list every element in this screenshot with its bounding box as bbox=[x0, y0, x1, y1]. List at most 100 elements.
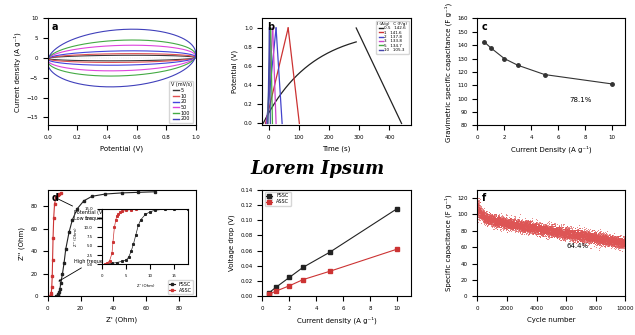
Point bbox=[613, 241, 623, 246]
Point bbox=[594, 233, 604, 239]
Point bbox=[552, 228, 563, 234]
Point bbox=[572, 224, 582, 229]
Point bbox=[580, 236, 591, 242]
Point bbox=[488, 215, 498, 220]
Point bbox=[493, 218, 503, 224]
Point bbox=[489, 218, 499, 223]
Point bbox=[556, 229, 566, 234]
Point bbox=[538, 233, 548, 239]
Point bbox=[575, 237, 585, 242]
Point bbox=[582, 236, 592, 242]
Point bbox=[491, 219, 502, 224]
Point bbox=[524, 224, 534, 229]
Point bbox=[592, 241, 602, 247]
Point bbox=[537, 233, 547, 239]
Point bbox=[581, 227, 591, 232]
Point bbox=[598, 235, 608, 241]
Point bbox=[518, 229, 528, 234]
Point bbox=[504, 219, 514, 224]
Point bbox=[519, 226, 529, 232]
Point bbox=[533, 227, 543, 233]
Point bbox=[488, 212, 498, 217]
Point bbox=[610, 241, 620, 246]
Point bbox=[564, 228, 574, 233]
Point bbox=[610, 238, 620, 243]
Point bbox=[502, 222, 512, 228]
Point bbox=[559, 227, 570, 232]
Point bbox=[516, 225, 526, 230]
Point bbox=[606, 235, 616, 240]
Point bbox=[535, 228, 545, 233]
Point bbox=[573, 233, 583, 238]
Point bbox=[576, 235, 586, 240]
Point bbox=[596, 231, 606, 237]
Point bbox=[500, 222, 511, 227]
Point bbox=[530, 220, 540, 225]
Point bbox=[572, 234, 582, 240]
Point bbox=[527, 224, 537, 229]
Point bbox=[594, 236, 604, 241]
Point bbox=[523, 226, 533, 231]
Point bbox=[584, 233, 594, 238]
Point bbox=[481, 215, 491, 220]
Point bbox=[479, 213, 489, 218]
Point bbox=[557, 233, 567, 238]
Point bbox=[534, 219, 544, 224]
Point bbox=[512, 220, 522, 226]
Point bbox=[521, 218, 531, 223]
Point bbox=[531, 226, 542, 231]
Point bbox=[617, 240, 627, 245]
Point bbox=[597, 237, 607, 242]
Point bbox=[493, 218, 503, 223]
Point bbox=[565, 227, 575, 232]
Point bbox=[590, 233, 600, 239]
Point bbox=[533, 225, 544, 230]
Point bbox=[553, 228, 563, 233]
Point bbox=[564, 226, 574, 232]
Point bbox=[574, 229, 584, 235]
Point bbox=[521, 221, 531, 226]
Point bbox=[479, 219, 489, 224]
Point bbox=[605, 238, 615, 243]
Point bbox=[552, 229, 563, 234]
Point bbox=[483, 220, 493, 225]
Point bbox=[496, 219, 506, 225]
ASSC bbox=[54, 193, 62, 197]
Point bbox=[480, 217, 490, 223]
Point bbox=[562, 233, 572, 239]
Point bbox=[542, 230, 552, 236]
Point bbox=[502, 221, 512, 226]
Point bbox=[587, 238, 598, 243]
Point bbox=[591, 236, 601, 241]
Point bbox=[493, 219, 503, 224]
Point bbox=[603, 237, 613, 242]
Point bbox=[496, 221, 506, 226]
Point bbox=[526, 222, 537, 228]
Point bbox=[482, 217, 492, 222]
Point bbox=[548, 229, 558, 234]
Point bbox=[494, 222, 504, 227]
Point bbox=[602, 239, 612, 245]
Point bbox=[533, 221, 543, 226]
Point bbox=[589, 238, 599, 243]
Point bbox=[589, 227, 599, 232]
Point bbox=[504, 221, 514, 226]
Point bbox=[537, 224, 547, 229]
Point bbox=[474, 214, 484, 219]
Point bbox=[516, 224, 526, 230]
Point bbox=[608, 240, 618, 245]
Point bbox=[498, 224, 509, 229]
Point bbox=[563, 229, 573, 234]
Point bbox=[481, 215, 491, 220]
Point bbox=[574, 237, 584, 243]
Point bbox=[591, 231, 601, 237]
Point bbox=[585, 236, 596, 242]
Point bbox=[609, 242, 619, 248]
Point bbox=[593, 234, 603, 239]
Point bbox=[521, 227, 531, 232]
Point bbox=[594, 234, 604, 240]
Point bbox=[481, 215, 491, 220]
Point bbox=[564, 233, 574, 239]
Point bbox=[533, 228, 544, 234]
Point bbox=[504, 219, 514, 224]
